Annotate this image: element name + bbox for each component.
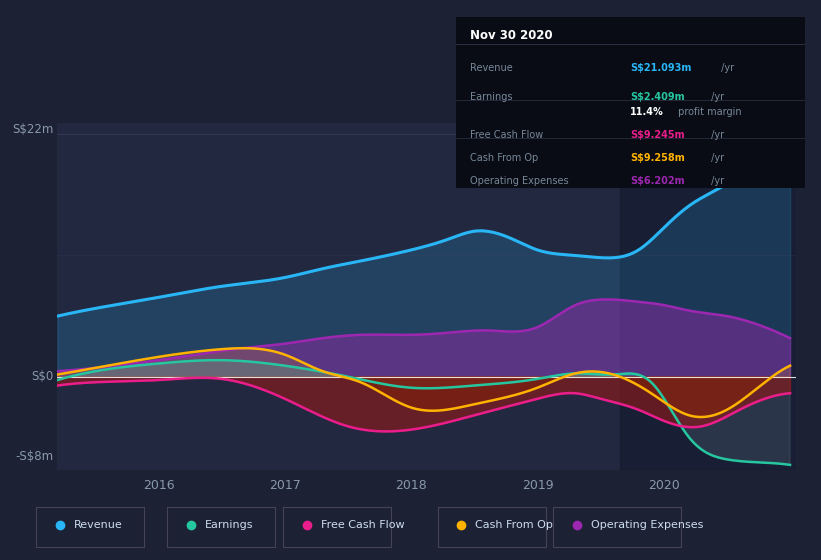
- Text: S$2.409m: S$2.409m: [631, 92, 685, 102]
- Text: S$22m: S$22m: [12, 123, 54, 136]
- Text: /yr: /yr: [709, 153, 724, 164]
- Text: S$6.202m: S$6.202m: [631, 176, 685, 186]
- Text: /yr: /yr: [709, 129, 724, 139]
- Text: Free Cash Flow: Free Cash Flow: [470, 129, 543, 139]
- Text: profit margin: profit margin: [676, 108, 742, 118]
- Text: Operating Expenses: Operating Expenses: [591, 520, 704, 530]
- Text: Cash From Op: Cash From Op: [475, 520, 553, 530]
- Text: Revenue: Revenue: [470, 63, 512, 73]
- Text: Revenue: Revenue: [74, 520, 123, 530]
- Text: S$21.093m: S$21.093m: [631, 63, 691, 73]
- Text: -S$8m: -S$8m: [16, 450, 54, 464]
- Text: S$9.245m: S$9.245m: [631, 129, 685, 139]
- Text: /yr: /yr: [709, 176, 724, 186]
- Bar: [620, 123, 796, 470]
- Text: Cash From Op: Cash From Op: [470, 153, 538, 164]
- Text: Free Cash Flow: Free Cash Flow: [321, 520, 405, 530]
- Text: /yr: /yr: [718, 63, 734, 73]
- Text: Earnings: Earnings: [205, 520, 254, 530]
- Text: S$0: S$0: [31, 370, 54, 383]
- Text: /yr: /yr: [709, 92, 724, 102]
- Text: S$9.258m: S$9.258m: [631, 153, 685, 164]
- Text: Operating Expenses: Operating Expenses: [470, 176, 568, 186]
- Text: 11.4%: 11.4%: [631, 108, 664, 118]
- Text: Nov 30 2020: Nov 30 2020: [470, 29, 553, 42]
- Text: Earnings: Earnings: [470, 92, 512, 102]
